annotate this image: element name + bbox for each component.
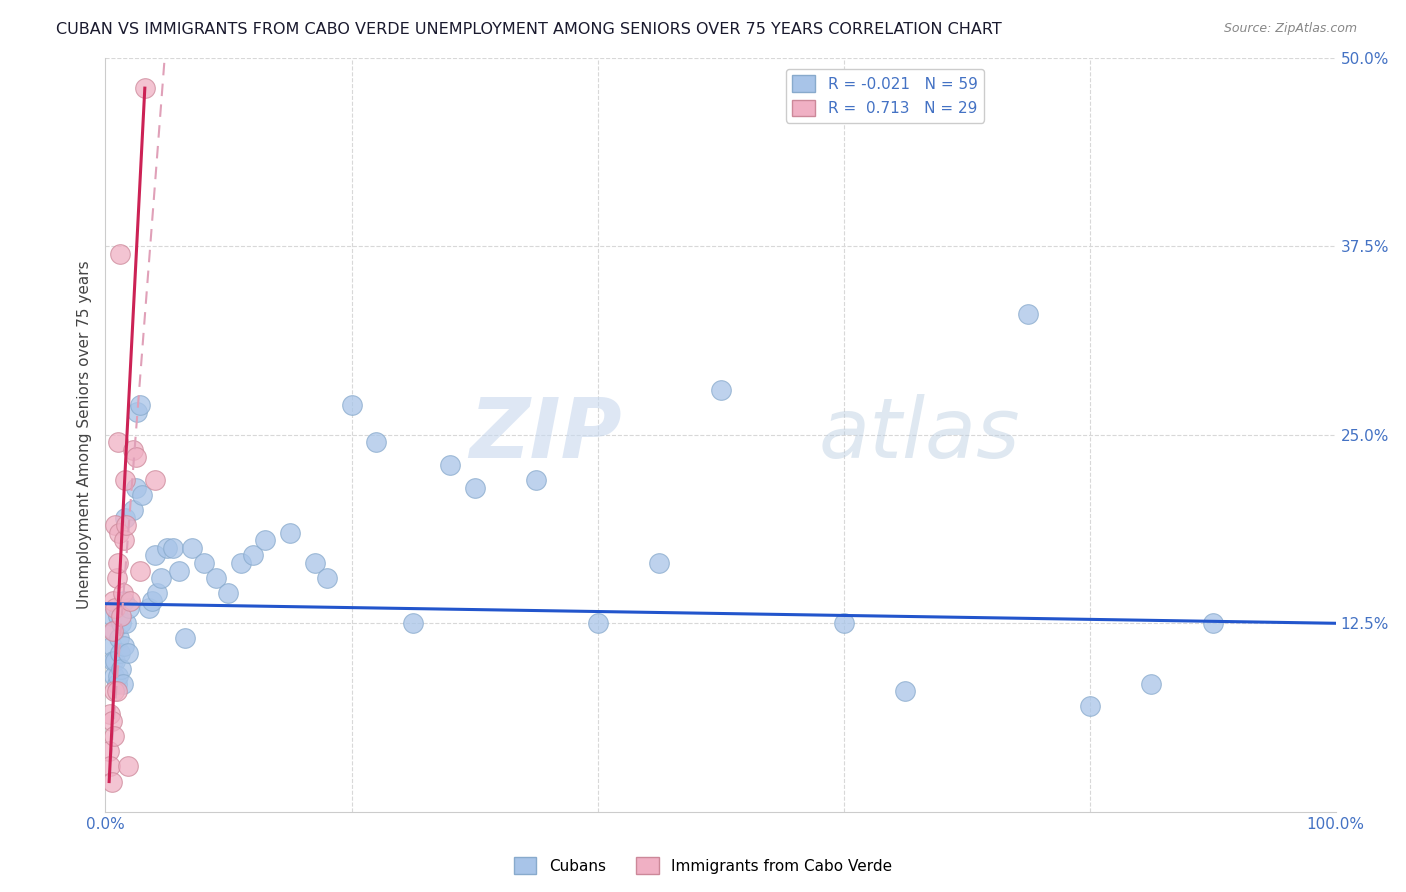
Point [710, 383, 733, 397]
Point [162, 541, 184, 555]
Point [156, 541, 179, 555]
Point [143, 473, 166, 487]
Point [1202, 616, 1225, 631]
Point [105, 571, 128, 585]
Point [104, 654, 127, 668]
Point [894, 684, 917, 698]
Point [146, 586, 169, 600]
Point [586, 616, 609, 631]
Point [134, 81, 156, 95]
Point [315, 571, 337, 585]
Point [1140, 676, 1163, 690]
Text: ZIP: ZIP [470, 394, 621, 475]
Point [105, 684, 128, 698]
Point [101, 624, 124, 638]
Point [180, 541, 202, 555]
Point [218, 586, 240, 600]
Point [832, 616, 855, 631]
Point [110, 247, 132, 261]
Point [98, 759, 122, 773]
Point [127, 405, 149, 419]
Point [121, 442, 143, 457]
Point [242, 549, 264, 563]
Point [229, 556, 252, 570]
Point [108, 632, 131, 646]
Legend: R = -0.021   N = 59, R =  0.713   N = 29: R = -0.021 N = 59, R = 0.713 N = 29 [786, 70, 984, 122]
Point [112, 533, 135, 548]
Point [143, 549, 166, 563]
Point [366, 435, 388, 450]
Point [107, 556, 129, 570]
Point [648, 556, 671, 570]
Point [103, 669, 125, 683]
Point [340, 398, 363, 412]
Point [129, 564, 152, 578]
Point [1078, 699, 1101, 714]
Text: Source: ZipAtlas.com: Source: ZipAtlas.com [1223, 22, 1357, 36]
Y-axis label: Unemployment Among Seniors over 75 years: Unemployment Among Seniors over 75 years [77, 260, 93, 609]
Point [108, 525, 131, 540]
Point [98, 706, 122, 721]
Point [174, 632, 197, 646]
Point [125, 450, 148, 465]
Text: atlas: atlas [818, 394, 1021, 475]
Point [120, 593, 141, 607]
Point [110, 616, 132, 631]
Point [112, 593, 135, 607]
Point [98, 744, 121, 758]
Point [107, 608, 129, 623]
Point [111, 676, 134, 690]
Point [100, 774, 122, 789]
Point [118, 601, 141, 615]
Point [464, 481, 486, 495]
Point [402, 616, 425, 631]
Point [117, 647, 139, 661]
Point [115, 518, 138, 533]
Point [304, 556, 326, 570]
Point [149, 571, 172, 585]
Point [107, 435, 129, 450]
Point [278, 525, 301, 540]
Point [439, 458, 461, 472]
Point [104, 518, 127, 533]
Point [114, 473, 136, 487]
Point [103, 624, 125, 638]
Text: CUBAN VS IMMIGRANTS FROM CABO VERDE UNEMPLOYMENT AMONG SENIORS OVER 75 YEARS COR: CUBAN VS IMMIGRANTS FROM CABO VERDE UNEM… [56, 22, 1002, 37]
Point [104, 601, 127, 615]
Legend: Cubans, Immigrants from Cabo Verde: Cubans, Immigrants from Cabo Verde [508, 851, 898, 880]
Point [110, 661, 132, 675]
Point [254, 533, 277, 548]
Point [115, 616, 138, 631]
Point [110, 608, 132, 623]
Point [138, 601, 160, 615]
Point [103, 730, 125, 744]
Point [169, 564, 191, 578]
Point [125, 481, 148, 495]
Point [121, 503, 143, 517]
Point [101, 654, 124, 668]
Point [193, 556, 215, 570]
Point [524, 473, 547, 487]
Point [141, 593, 163, 607]
Point [117, 759, 139, 773]
Point [100, 608, 122, 623]
Point [107, 669, 129, 683]
Point [100, 714, 122, 729]
Point [131, 488, 153, 502]
Point [112, 639, 135, 653]
Point [103, 684, 125, 698]
Point [205, 571, 228, 585]
Point [129, 398, 152, 412]
Point [114, 510, 136, 524]
Point [101, 593, 124, 607]
Point [105, 676, 128, 690]
Point [110, 647, 132, 661]
Point [100, 639, 122, 653]
Point [111, 586, 134, 600]
Point [1017, 307, 1039, 321]
